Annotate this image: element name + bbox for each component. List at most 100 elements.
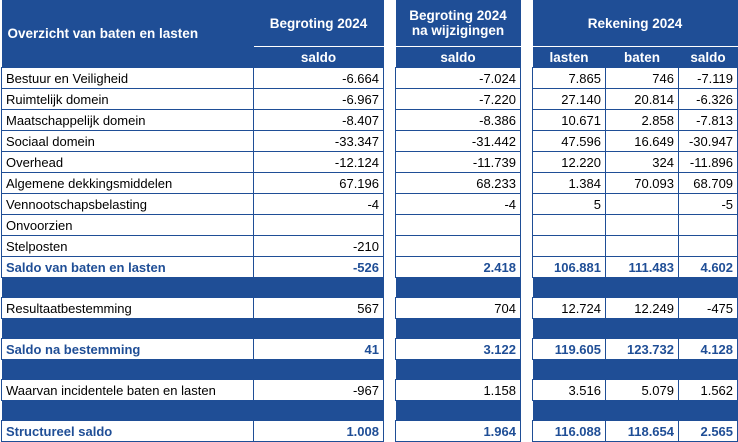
table-cell: 1.008 <box>253 420 384 442</box>
separator-band <box>1 359 738 380</box>
separator-band <box>1 318 738 339</box>
table-cell <box>395 214 521 236</box>
table-cell: 1.384 <box>532 172 606 194</box>
table-cell: 5.079 <box>605 379 679 401</box>
row-label: Resultaatbestemming <box>1 297 254 319</box>
table-title: Overzicht van baten en lasten <box>1 0 254 68</box>
row-label: Bestuur en Veiligheid <box>1 67 254 89</box>
table-cell: -7.813 <box>677 109 738 131</box>
table-cell: -12.124 <box>253 151 384 173</box>
row-label: Overhead <box>1 151 254 173</box>
table-cell <box>605 235 679 257</box>
table-row: Stelposten -210 <box>1 235 738 257</box>
saldo-na-bestemming-row: Saldo na bestemming 41 3.122 119.605 123… <box>1 338 738 360</box>
table-cell <box>605 193 679 215</box>
row-label: Onvoorzien <box>1 214 254 236</box>
table-cell: 47.596 <box>532 130 606 152</box>
table-cell: 12.249 <box>605 297 679 319</box>
table-cell: 67.196 <box>253 172 384 194</box>
table-cell: 106.881 <box>532 256 606 278</box>
row-label: Vennootschapsbelasting <box>1 193 254 215</box>
row-label: Algemene dekkingsmiddelen <box>1 172 254 194</box>
table-cell <box>532 235 606 257</box>
table-cell: 746 <box>605 67 679 89</box>
row-label: Sociaal domein <box>1 130 254 152</box>
subheader-lasten: lasten <box>532 46 606 68</box>
table-cell: -5 <box>677 193 738 215</box>
table-cell: 3.122 <box>395 338 521 360</box>
table-cell: 2.858 <box>605 109 679 131</box>
table-cell: 704 <box>395 297 521 319</box>
table-cell: 1.964 <box>395 420 521 442</box>
table-cell: -6.664 <box>253 67 384 89</box>
table-cell: 7.865 <box>532 67 606 89</box>
table-row: Vennootschapsbelasting -4 -4 5 -5 <box>1 193 738 215</box>
table-cell: 20.814 <box>605 88 679 110</box>
structureel-saldo-row: Structureel saldo 1.008 1.964 116.088 11… <box>1 420 738 442</box>
table-cell: 5 <box>532 193 606 215</box>
table-cell: 4.128 <box>677 338 738 360</box>
table-cell: 1.158 <box>395 379 521 401</box>
row-label: Maatschappelijk domein <box>1 109 254 131</box>
table-cell: 41 <box>253 338 384 360</box>
table-cell: -31.442 <box>395 130 521 152</box>
table-row: Ruimtelijk domein -6.967 -7.220 27.140 2… <box>1 88 738 110</box>
subheader-saldo: saldo <box>395 46 521 68</box>
row-label: Structureel saldo <box>1 420 254 442</box>
table-cell: -6.967 <box>253 88 384 110</box>
header-row: Overzicht van baten en lasten Begroting … <box>1 0 738 68</box>
table-cell: 68.709 <box>677 172 738 194</box>
table-cell <box>253 214 384 236</box>
table-cell: 10.671 <box>532 109 606 131</box>
row-label: Saldo na bestemming <box>1 338 254 360</box>
table-row: Algemene dekkingsmiddelen 67.196 68.233 … <box>1 172 738 194</box>
table-cell: -8.407 <box>253 109 384 131</box>
table-cell: -210 <box>253 235 384 257</box>
table-cell: -526 <box>253 256 384 278</box>
header-begroting-wijzigingen: Begroting 2024 na wijzigingen <box>395 0 521 47</box>
table-cell: 324 <box>605 151 679 173</box>
table-cell: 123.732 <box>605 338 679 360</box>
table-row: Maatschappelijk domein -8.407 -8.386 10.… <box>1 109 738 131</box>
table-cell: 3.516 <box>532 379 606 401</box>
table-cell: -7.220 <box>395 88 521 110</box>
table-cell <box>532 214 606 236</box>
header-rekening: Rekening 2024 <box>532 0 738 47</box>
table-cell: -33.347 <box>253 130 384 152</box>
table-cell: -7.119 <box>677 67 738 89</box>
table-cell: -967 <box>253 379 384 401</box>
table-cell: 2.418 <box>395 256 521 278</box>
table-cell: 68.233 <box>395 172 521 194</box>
header-begroting: Begroting 2024 <box>253 0 384 47</box>
separator-band <box>1 400 738 421</box>
table-cell: 12.220 <box>532 151 606 173</box>
subheader-saldo: saldo <box>678 46 738 68</box>
table-cell: 70.093 <box>605 172 679 194</box>
table-cell <box>677 235 738 257</box>
table-cell: 12.724 <box>532 297 606 319</box>
table-cell: -475 <box>677 297 738 319</box>
table-cell: -7.024 <box>395 67 521 89</box>
table-cell: 16.649 <box>605 130 679 152</box>
table-cell: 2.565 <box>677 420 738 442</box>
resultaatbestemming-row: Resultaatbestemming 567 704 12.724 12.24… <box>1 297 738 319</box>
table-cell: 27.140 <box>532 88 606 110</box>
table-row: Sociaal domein -33.347 -31.442 47.596 16… <box>1 130 738 152</box>
table-cell: 111.483 <box>605 256 679 278</box>
table-cell <box>677 214 738 236</box>
table-cell <box>395 235 521 257</box>
table-cell: -11.739 <box>395 151 521 173</box>
separator-band <box>1 277 738 298</box>
subheader-baten: baten <box>605 46 679 68</box>
table-cell: 116.088 <box>532 420 606 442</box>
table-cell: 1.562 <box>677 379 738 401</box>
table-cell: 4.602 <box>677 256 738 278</box>
incidentele-row: Waarvan incidentele baten en lasten -967… <box>1 379 738 401</box>
row-label: Stelposten <box>1 235 254 257</box>
table-cell: 119.605 <box>532 338 606 360</box>
table-row: Bestuur en Veiligheid -6.664 -7.024 7.86… <box>1 67 738 89</box>
table-cell: -4 <box>253 193 384 215</box>
subheader-saldo: saldo <box>253 46 384 68</box>
table-cell: -4 <box>395 193 521 215</box>
table-cell <box>605 214 679 236</box>
